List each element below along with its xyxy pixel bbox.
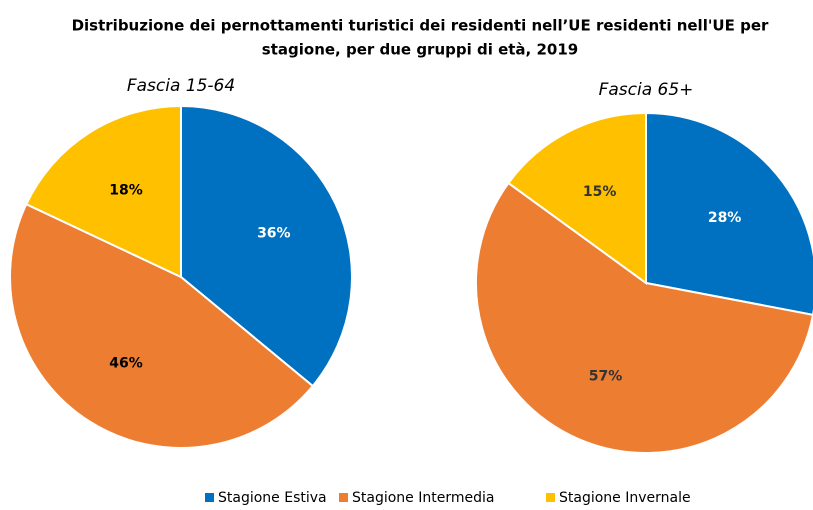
pie-slice xyxy=(475,181,813,454)
data-label: 46% xyxy=(109,356,143,372)
pie-slice xyxy=(645,111,813,316)
pie-title: Fascia 15-64 xyxy=(127,76,235,96)
legend-label: Stagione Invernale xyxy=(559,490,691,506)
pie-slice xyxy=(507,111,647,285)
pie-slice xyxy=(180,104,354,388)
pie-slice xyxy=(24,104,182,279)
legend-swatch xyxy=(205,493,214,502)
pie-title: Fascia 65+ xyxy=(599,80,694,100)
data-label: 57% xyxy=(589,369,623,385)
data-label: 18% xyxy=(109,182,143,198)
data-label: 15% xyxy=(583,184,617,200)
data-label: 28% xyxy=(708,210,742,226)
data-label: 36% xyxy=(257,225,291,241)
legend-swatch xyxy=(339,493,348,502)
chart-title: stagione, per due gruppi di età, 2019 xyxy=(262,41,578,59)
legend-swatch xyxy=(546,493,555,502)
pie-slice xyxy=(8,202,315,450)
legend-label: Stagione Estiva xyxy=(218,490,327,506)
chart-title: Distribuzione dei pernottamenti turistic… xyxy=(72,17,769,35)
legend-label: Stagione Intermedia xyxy=(352,490,494,506)
